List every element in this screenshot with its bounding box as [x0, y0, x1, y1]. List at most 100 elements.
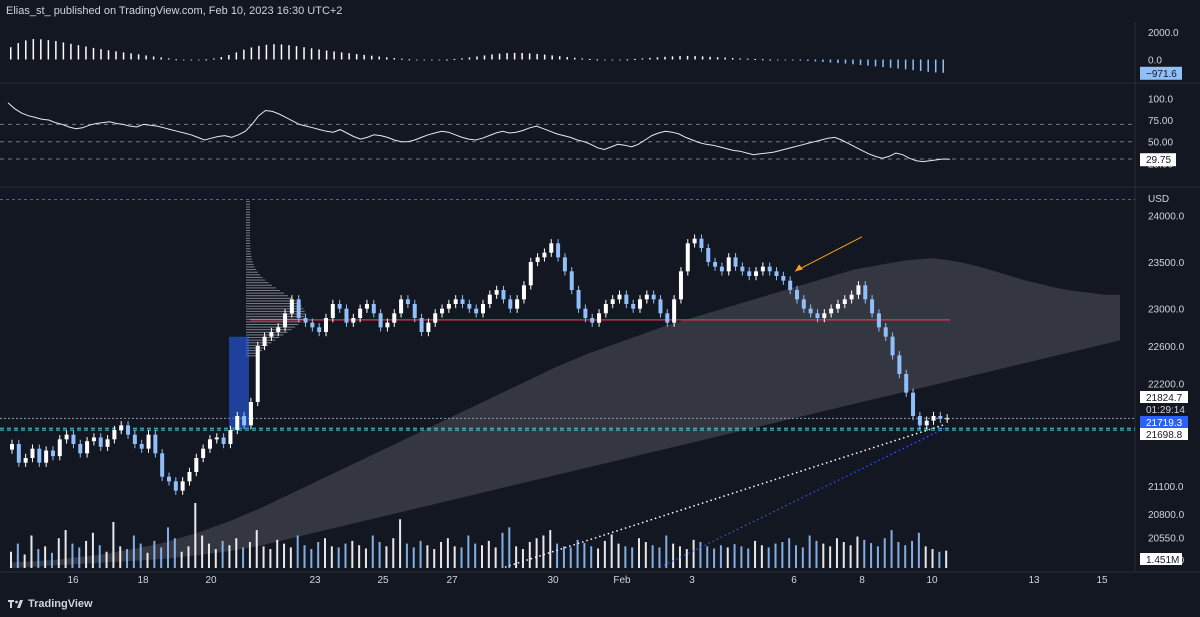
- volume-profile-row: [246, 240, 251, 242]
- candle-body: [337, 304, 342, 309]
- candle-body: [651, 294, 656, 300]
- candle-body: [494, 290, 499, 295]
- volume-profile-row: [246, 214, 251, 216]
- volume-profile-row: [246, 242, 251, 244]
- oscillator-bar: [85, 46, 87, 60]
- volume-profile-row: [246, 303, 299, 305]
- candle-body: [638, 299, 642, 309]
- volume-bar: [569, 547, 572, 568]
- volume-profile-row: [246, 347, 265, 349]
- oscillator-bar: [904, 59, 907, 70]
- candle-body: [672, 299, 677, 323]
- volume-bar: [405, 543, 408, 568]
- candle-body: [931, 416, 936, 421]
- volume-bar: [863, 539, 866, 568]
- oscillator-bar: [927, 59, 929, 72]
- oscillator-bar: [423, 59, 426, 61]
- oscillator-bar: [370, 55, 373, 60]
- candle-body: [665, 313, 670, 323]
- oscillator-bar: [754, 58, 756, 60]
- oscillator-bar: [167, 58, 170, 60]
- candle-body: [870, 299, 875, 314]
- candle-body: [747, 271, 752, 276]
- volume-bar: [399, 519, 402, 568]
- candle-body: [631, 304, 636, 309]
- volume-bar: [870, 543, 873, 568]
- volume-bar: [71, 543, 74, 568]
- candle-body: [446, 304, 451, 309]
- candle-body: [112, 430, 117, 440]
- candle-body: [255, 346, 260, 402]
- oscillator-bar: [70, 43, 72, 60]
- volume-bar: [583, 543, 586, 568]
- chart-canvas[interactable]: 2000.00.0−971.6100.075.0050.0025.0029.75…: [0, 0, 1200, 592]
- volume-bar: [371, 535, 374, 568]
- candle-body: [767, 266, 772, 272]
- volume-bar: [112, 521, 115, 568]
- price-badge-label: 21719.3: [1146, 418, 1183, 429]
- volume-bar: [815, 540, 818, 568]
- candle-body: [699, 238, 704, 248]
- candle-body: [296, 299, 301, 318]
- volume-bar: [167, 527, 169, 568]
- volume-profile-row: [246, 235, 251, 237]
- volume-bar: [64, 530, 67, 568]
- oscillator-bar: [55, 41, 57, 60]
- volume-profile-row: [246, 227, 251, 229]
- volume-bar: [132, 535, 135, 568]
- price-tick: 20550.0: [1148, 533, 1185, 544]
- volume-profile-row: [246, 295, 289, 297]
- oscillator-bar: [295, 46, 298, 60]
- volume-bar: [829, 546, 832, 568]
- candle-body: [685, 243, 690, 272]
- volume-bar: [30, 535, 33, 568]
- oscillator-bar: [656, 57, 659, 60]
- volume-profile-row: [246, 300, 296, 302]
- volume-bar: [248, 542, 251, 568]
- candle-body: [10, 444, 14, 450]
- volume-bar: [57, 538, 60, 568]
- oscillator-bar: [198, 59, 200, 61]
- oscillator-bar: [792, 59, 794, 61]
- volume-profile-row: [246, 323, 299, 325]
- candle-body: [146, 434, 151, 449]
- oscillator-bar: [92, 47, 95, 60]
- candle-body: [105, 439, 110, 447]
- tradingview-logo[interactable]: TradingView: [8, 598, 93, 610]
- oscillator-bar: [483, 55, 486, 60]
- volume-profile-row: [246, 284, 273, 286]
- volume-bar: [624, 546, 627, 568]
- volume-profile-row: [246, 276, 263, 278]
- volume-bar: [822, 543, 825, 568]
- candle-body: [911, 392, 916, 416]
- candle-body: [508, 299, 513, 309]
- time-tick: 25: [377, 575, 389, 586]
- oscillator-bar: [355, 54, 358, 60]
- price-badge: [1140, 403, 1188, 415]
- volume-bar: [515, 546, 518, 568]
- candle-body: [590, 318, 595, 323]
- volume-bar: [883, 538, 886, 568]
- volume-bar: [945, 550, 948, 568]
- time-tick: 20: [205, 575, 217, 586]
- oscillator-bar: [498, 53, 501, 60]
- tradingview-icon: [8, 600, 23, 608]
- candle-body: [815, 313, 820, 318]
- volume-profile-row: [246, 232, 251, 234]
- oscillator-bar: [506, 53, 508, 60]
- volume-bar: [665, 535, 668, 568]
- volume-bar: [501, 532, 504, 568]
- candle-body: [283, 313, 288, 328]
- volume-bar: [644, 542, 647, 568]
- price-tick: 21100.0: [1148, 482, 1184, 493]
- volume-bar: [412, 547, 415, 568]
- candle-body: [924, 420, 929, 426]
- volume-bar: [876, 546, 879, 568]
- volume-bar: [597, 548, 600, 568]
- volume-bar: [835, 538, 838, 568]
- time-tick: 30: [547, 575, 559, 586]
- price-tick: 24000.0: [1148, 211, 1185, 222]
- candle-body: [344, 308, 349, 323]
- oscillator-bar: [731, 58, 734, 60]
- volume-bar: [440, 542, 443, 568]
